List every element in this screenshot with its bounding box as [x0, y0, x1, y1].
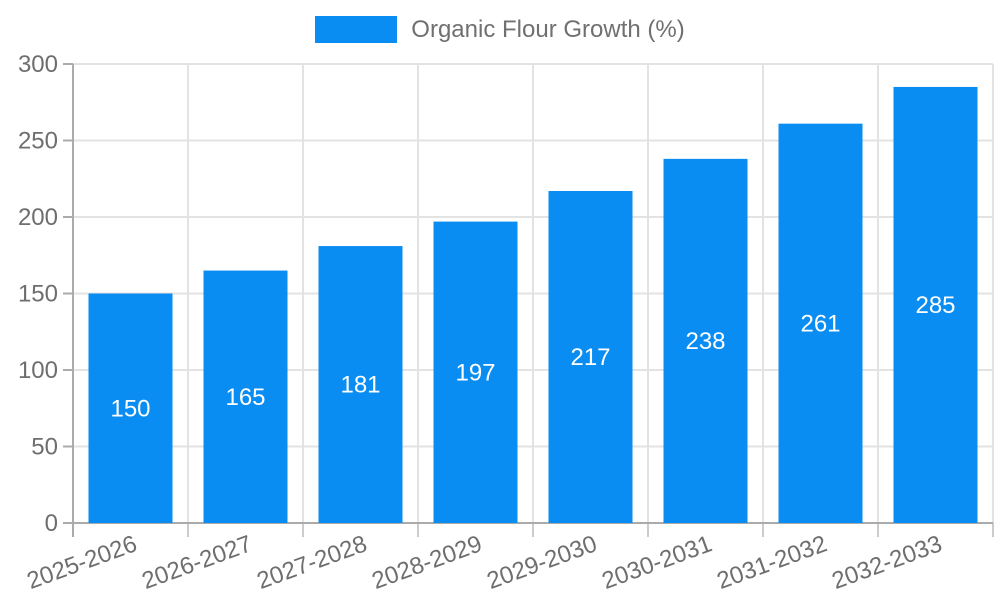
bar-value-label: 165 [225, 384, 265, 411]
bar[interactable] [778, 123, 863, 524]
bar[interactable] [88, 293, 173, 524]
bar-value-label: 181 [340, 372, 380, 399]
x-tick-label: 2027-2028 [253, 530, 370, 595]
legend-swatch [315, 16, 398, 43]
y-tick-label: 300 [18, 51, 58, 78]
x-tick-label: 2028-2029 [368, 530, 485, 595]
bar[interactable] [318, 246, 403, 523]
y-tick-label: 200 [18, 204, 58, 231]
legend-label: Organic Flour Growth (%) [411, 16, 685, 43]
y-tick-label: 250 [18, 128, 58, 155]
bar[interactable] [548, 190, 633, 524]
bar[interactable] [663, 158, 748, 524]
bar-value-label: 238 [685, 328, 725, 355]
y-tick-label: 150 [18, 281, 58, 308]
x-tick-label: 2026-2027 [138, 530, 255, 595]
bar[interactable] [203, 270, 288, 523]
y-tick-label: 0 [45, 510, 58, 537]
x-tick-label: 2030-2031 [598, 530, 715, 595]
bar-value-label: 197 [455, 359, 495, 386]
y-tick-label: 100 [18, 357, 58, 384]
x-tick-label: 2029-2030 [483, 530, 600, 595]
bar-value-label: 217 [570, 344, 610, 371]
legend-item[interactable]: Organic Flour Growth (%) [0, 16, 1000, 43]
x-tick-label: 2031-2032 [713, 530, 830, 595]
bar[interactable] [433, 221, 518, 523]
y-tick-label: 50 [31, 434, 58, 461]
bar-value-label: 285 [915, 292, 955, 319]
x-tick-label: 2025-2026 [23, 530, 140, 595]
bar-value-label: 150 [110, 395, 150, 422]
bar[interactable] [893, 86, 978, 523]
bar-value-label: 261 [800, 310, 840, 337]
x-tick-label: 2032-2033 [828, 530, 945, 595]
